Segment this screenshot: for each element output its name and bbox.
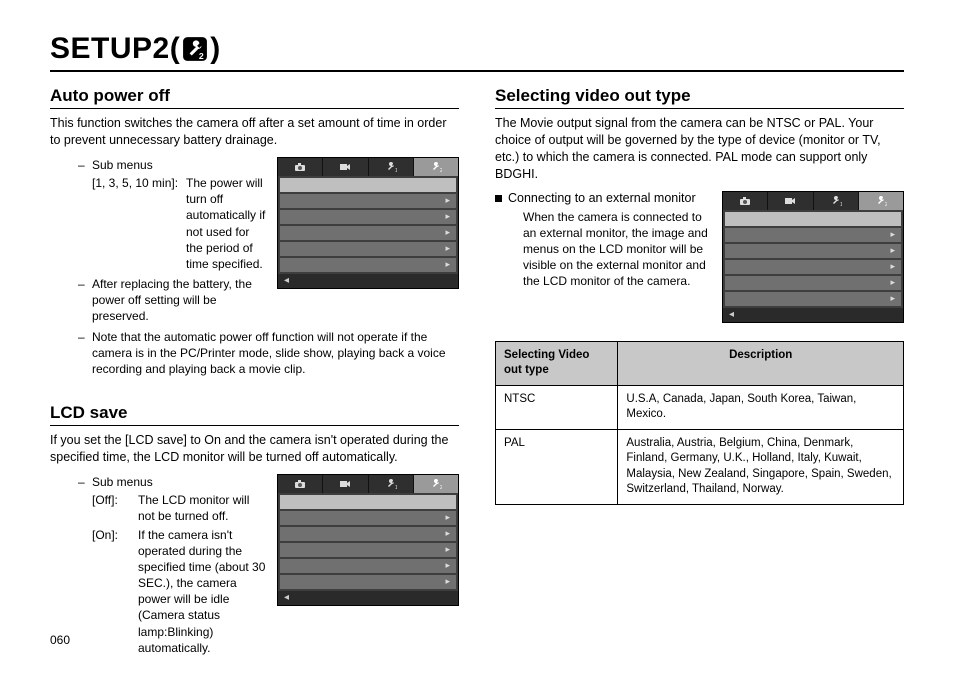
section-auto-power-off: Auto power off This function switches th… — [50, 86, 459, 381]
tab-video-icon — [768, 192, 813, 210]
sub-menus-label: Sub menus [1, 3, 5, 10 min]: The power w… — [78, 157, 459, 272]
options-key: [1, 3, 5, 10 min]: — [92, 175, 180, 272]
options-val: The power will turn off automatically if… — [186, 175, 267, 272]
title-suffix: ) — [210, 32, 221, 66]
sub-menus-label: Sub menus [Off]: The LCD monitor will no… — [78, 474, 459, 656]
lcd-off-val: The LCD monitor will not be turned off. — [138, 492, 267, 524]
right-column: Selecting video out type The Movie outpu… — [495, 86, 904, 682]
table-header-type: Selecting Video out type — [496, 341, 618, 385]
lcd-on-key: [On]: — [92, 527, 132, 657]
intro-auto-power-off: This function switches the camera off af… — [50, 115, 459, 149]
intro-lcd-save: If you set the [LCD save] to On and the … — [50, 432, 459, 466]
menu-row: ▸ — [725, 276, 901, 290]
note-auto-off: Note that the automatic power off functi… — [78, 329, 459, 378]
lcd-off-key: [Off]: — [92, 492, 132, 524]
page-title: SETUP2( 2 ) — [50, 32, 904, 66]
cell-desc: U.S.A, Canada, Japan, South Korea, Taiwa… — [618, 385, 904, 429]
video-out-table: Selecting Video out type Description NTS… — [495, 341, 904, 505]
section-lcd-save: LCD save If you set the [LCD save] to On… — [50, 403, 459, 660]
section-rule — [50, 108, 459, 109]
table-row: NTSC U.S.A, Canada, Japan, South Korea, … — [496, 385, 904, 429]
svg-text:2: 2 — [199, 51, 204, 61]
title-prefix: SETUP2( — [50, 32, 180, 66]
square-bullet-icon — [495, 195, 502, 202]
tab-wrench2-icon: 2 — [859, 192, 903, 210]
title-rule — [50, 70, 904, 72]
section-video-out: Selecting video out type The Movie outpu… — [495, 86, 904, 505]
svg-text:2: 2 — [885, 202, 887, 207]
tab-wrench1-icon: 1 — [814, 192, 859, 210]
menu-row: ▸ — [725, 292, 901, 306]
menu-row: ▸ — [725, 260, 901, 274]
heading-video-out: Selecting video out type — [495, 86, 904, 106]
heading-lcd-save: LCD save — [50, 403, 459, 423]
wrench-icon: 2 — [182, 36, 208, 62]
note-battery: After replacing the battery, the power o… — [78, 276, 459, 325]
table-header-desc: Description — [618, 341, 904, 385]
cell-desc: Australia, Austria, Belgium, China, Denm… — [618, 429, 904, 504]
intro-video-out: The Movie output signal from the camera … — [495, 115, 904, 183]
menu-row — [725, 212, 901, 226]
section-rule — [50, 425, 459, 426]
left-column: Auto power off This function switches th… — [50, 86, 459, 682]
section-rule — [495, 108, 904, 109]
heading-auto-power-off: Auto power off — [50, 86, 459, 106]
menu-footer: ◂ — [723, 308, 903, 322]
menu-screenshot: 1 2 ▸ ▸ ▸ ▸ ▸ ◂ — [722, 191, 904, 323]
lcd-on-val: If the camera isn't operated during the … — [138, 527, 267, 657]
menu-row: ▸ — [725, 244, 901, 258]
table-row: PAL Australia, Austria, Belgium, China, … — [496, 429, 904, 504]
menu-row: ▸ — [725, 228, 901, 242]
tab-camera-icon — [723, 192, 768, 210]
cell-type: PAL — [496, 429, 618, 504]
svg-text:1: 1 — [840, 202, 842, 207]
page-number: 060 — [50, 633, 70, 647]
cell-type: NTSC — [496, 385, 618, 429]
